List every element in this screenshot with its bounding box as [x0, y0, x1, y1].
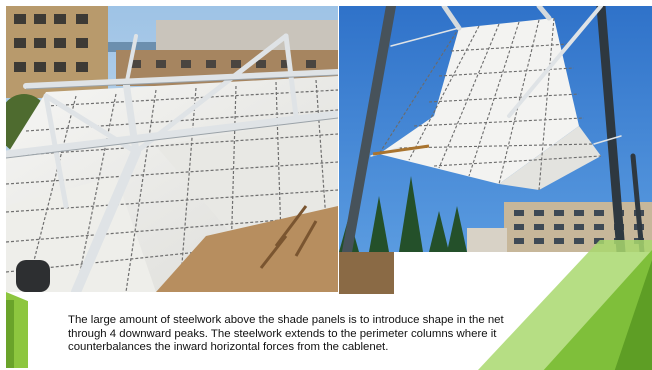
accent-facet-left-dark — [6, 300, 14, 368]
slide-caption: The large amount of steelwork above the … — [68, 314, 504, 353]
photo-cablenet-canopy-right — [339, 6, 652, 252]
photo-right-ground-strip — [339, 252, 394, 294]
photo-left-illustration — [6, 6, 338, 292]
photo-shade-panels-left — [6, 6, 338, 292]
photo-right-illustration — [339, 6, 652, 252]
